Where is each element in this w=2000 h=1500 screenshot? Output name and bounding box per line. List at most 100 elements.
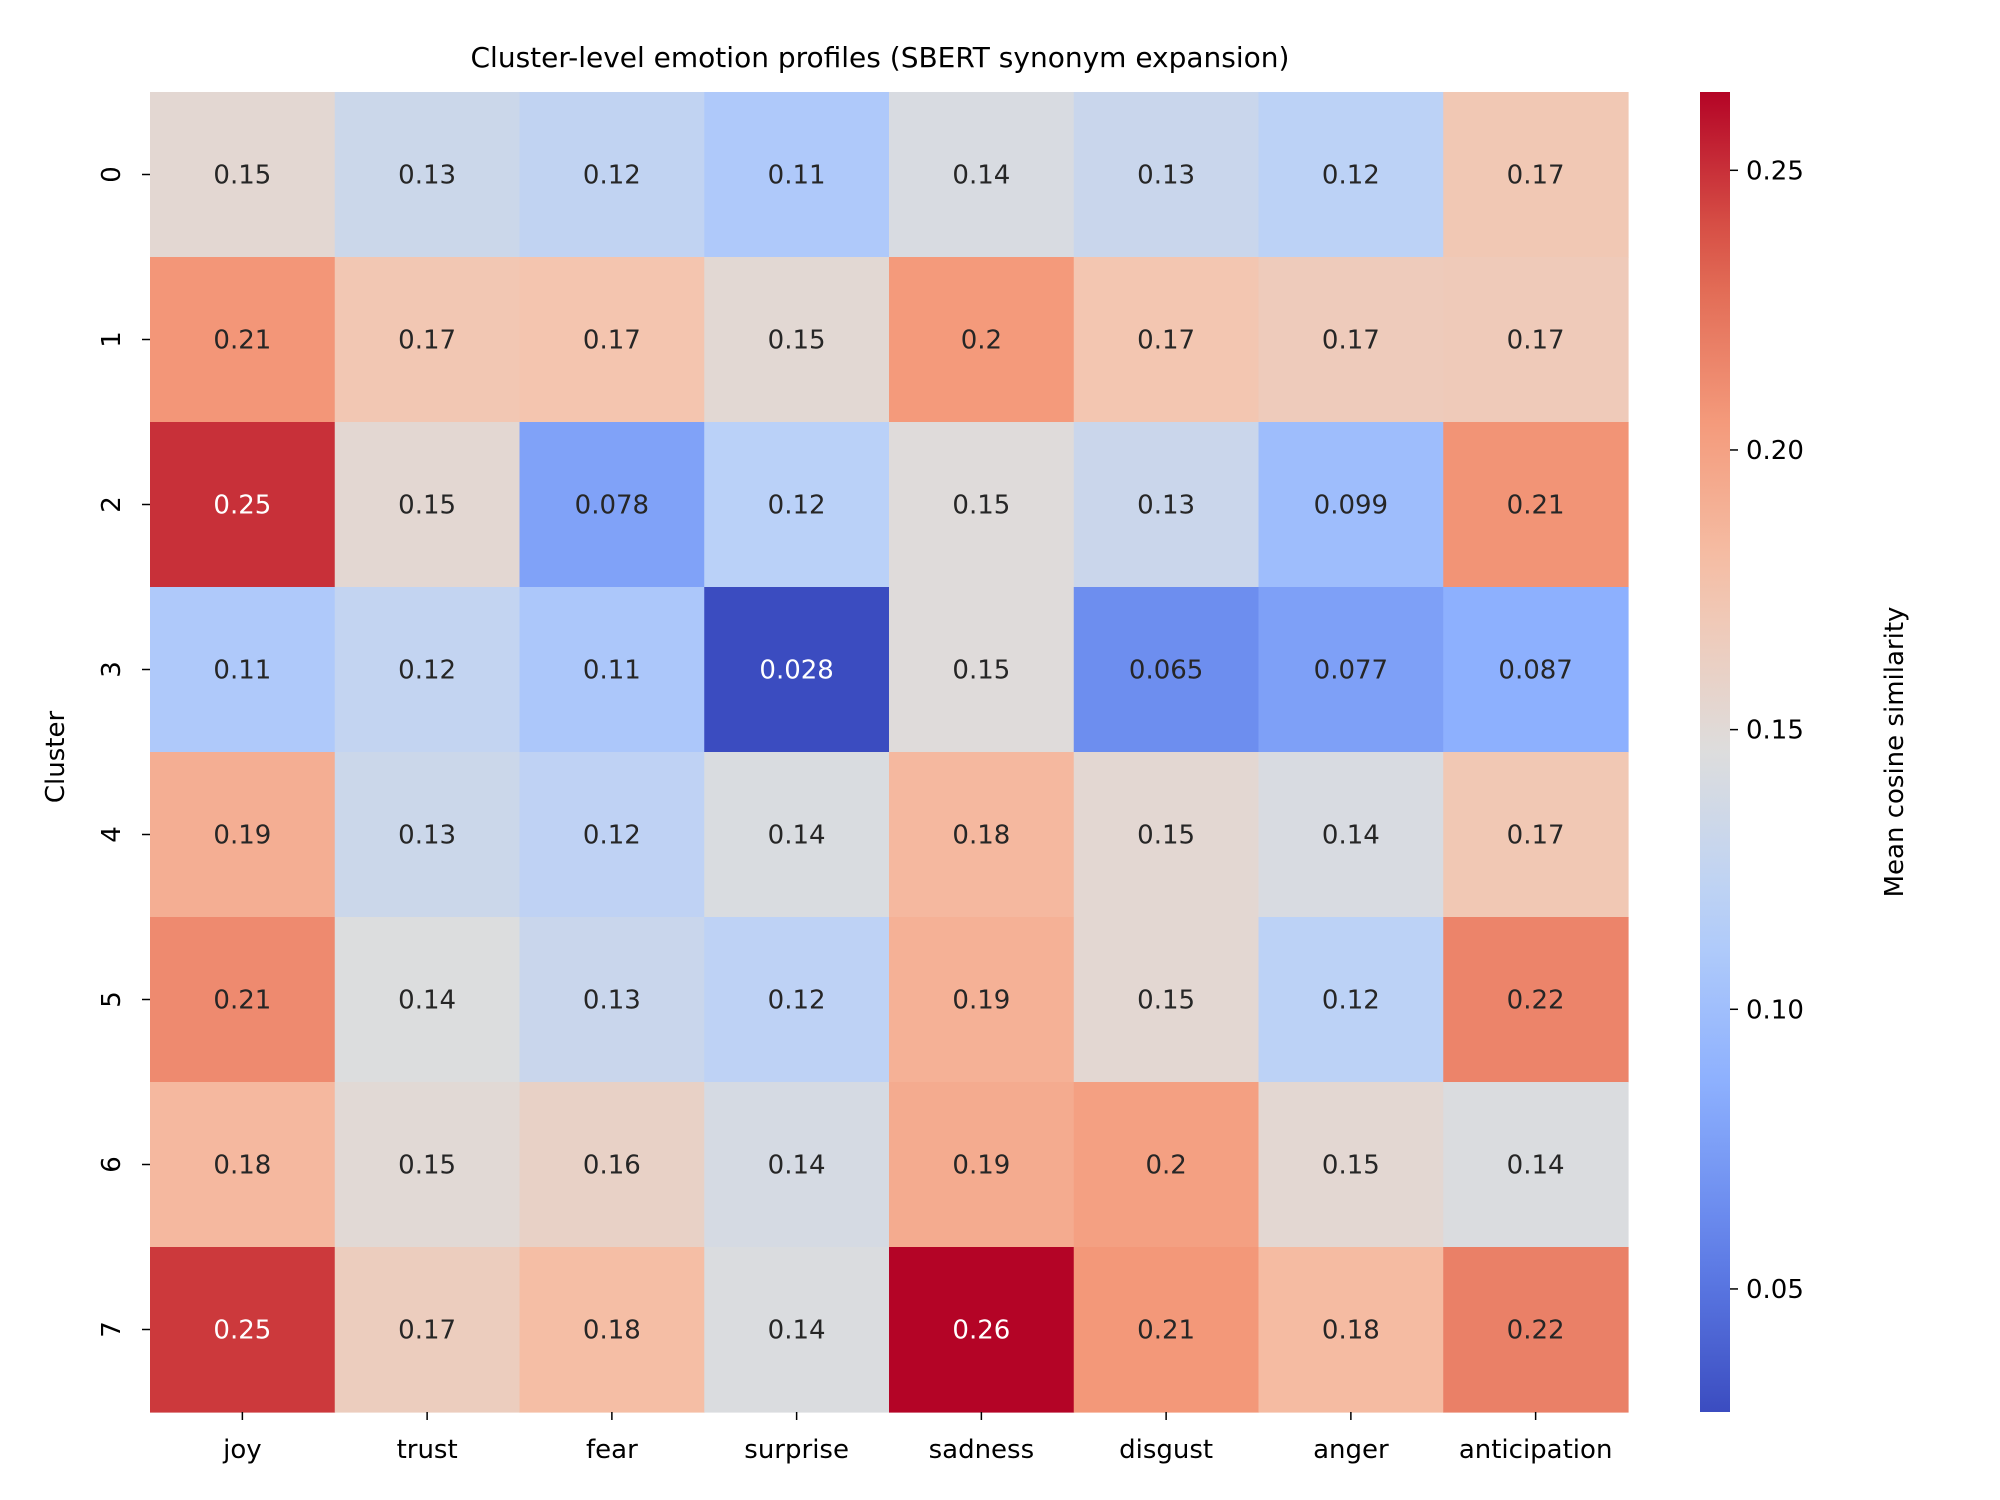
cell-value-label: 0.17	[583, 326, 641, 356]
y-axis-ticks: 0 1 2 3 4 5 6 7	[97, 166, 150, 1338]
cell-value-label: 0.14	[1507, 1151, 1565, 1181]
cell-value-label: 0.14	[768, 1151, 826, 1181]
cell-value-label: 0.25	[213, 1316, 271, 1346]
heatmap-cell-r4-surprise	[704, 752, 890, 918]
y-tick-label: 5	[97, 991, 127, 1008]
heatmap-cell-r0-disgust	[1073, 92, 1260, 258]
cell-value-label: 0.12	[583, 821, 641, 851]
heatmap-cell-r0-anger	[1258, 92, 1444, 258]
cell-value-label: 0.12	[398, 656, 456, 686]
cell-value-label: 0.17	[1137, 326, 1195, 356]
heatmap-cell-r5-joy	[150, 917, 336, 1083]
heatmap-cell-r1-surprise	[704, 257, 890, 423]
y-tick-label: 1	[97, 331, 127, 348]
cell-value-label: 0.15	[213, 161, 271, 191]
cell-value-label: 0.21	[213, 986, 271, 1016]
heatmap-cell-r2-trust	[334, 422, 521, 588]
cell-value-label: 0.12	[583, 161, 641, 191]
cell-value-label: 0.19	[952, 1151, 1010, 1181]
cell-value-label: 0.15	[952, 656, 1010, 686]
heatmap-cell-r2-joy	[150, 422, 336, 588]
cell-value-label: 0.17	[1507, 821, 1565, 851]
heatmap-cell-r6-fear	[519, 1082, 705, 1248]
x-tick-label: joy	[222, 1435, 262, 1465]
cell-value-label: 0.087	[1498, 656, 1572, 686]
chart-title: Cluster-level emotion profiles (SBERT sy…	[471, 41, 1290, 74]
heatmap-cell-r1-disgust	[1073, 257, 1260, 423]
cell-value-label: 0.13	[1137, 491, 1195, 521]
heatmap-cell-r5-trust	[334, 917, 521, 1083]
y-tick-label: 3	[97, 661, 127, 678]
cell-value-label: 0.13	[583, 986, 641, 1016]
heatmap-cell-r2-anger	[1258, 422, 1444, 588]
cell-value-label: 0.18	[583, 1316, 641, 1346]
heatmap-cell-r0-joy	[150, 92, 336, 258]
heatmap-cell-r1-joy	[150, 257, 336, 423]
colorbar-ticks: 0.05 0.10 0.15 0.20 0.25	[1730, 156, 1804, 1305]
heatmap-cell-r5-anger	[1258, 917, 1444, 1083]
heatmap-cell-r3-joy	[150, 587, 336, 753]
y-tick-label: 4	[97, 826, 127, 843]
cell-value-label: 0.25	[213, 491, 271, 521]
heatmap-cell-r4-anger	[1258, 752, 1444, 918]
cell-value-label: 0.18	[952, 821, 1010, 851]
cell-value-label: 0.15	[398, 491, 456, 521]
x-tick-label: surprise	[744, 1435, 849, 1465]
heatmap-cell-r6-surprise	[704, 1082, 890, 1248]
cell-value-label: 0.22	[1507, 1316, 1565, 1346]
colorbar-tick-label: 0.25	[1746, 156, 1804, 186]
cell-value-label: 0.15	[398, 1151, 456, 1181]
heatmap-cell-r3-surprise	[704, 587, 890, 753]
cell-value-label: 0.19	[952, 986, 1010, 1016]
cell-value-label: 0.11	[768, 161, 826, 191]
y-tick-label: 6	[97, 1156, 127, 1173]
cell-value-label: 0.2	[1145, 1151, 1186, 1181]
cell-value-label: 0.14	[768, 821, 826, 851]
heatmap-cell-r3-fear	[519, 587, 705, 753]
x-tick-label: fear	[586, 1435, 638, 1465]
heatmap-cell-r7-joy	[150, 1247, 336, 1413]
y-axis-label: Cluster	[41, 711, 71, 804]
heatmap-cell-r7-sadness	[889, 1247, 1075, 1413]
cell-value-label: 0.14	[398, 986, 456, 1016]
heatmap-cell-r7-anger	[1258, 1247, 1444, 1413]
cell-value-label: 0.099	[1314, 491, 1388, 521]
heatmap-cells: 0.15 0.13 0.12 0.11 0.14 0.13 0.12 0.17 0.21 0.17…	[150, 92, 1629, 1413]
colorbar	[1700, 92, 1730, 1412]
cell-value-label: 0.2	[961, 326, 1002, 356]
cell-value-label: 0.14	[1322, 821, 1380, 851]
heatmap-cell-r0-fear	[519, 92, 705, 258]
heatmap-cell-r5-sadness	[889, 917, 1075, 1083]
x-tick-label: anger	[1313, 1435, 1389, 1465]
cell-value-label: 0.12	[1322, 986, 1380, 1016]
heatmap-cell-r2-disgust	[1073, 422, 1260, 588]
cell-value-label: 0.22	[1507, 986, 1565, 1016]
cell-value-label: 0.17	[398, 326, 456, 356]
heatmap-cell-r6-trust	[334, 1082, 521, 1248]
heatmap-cell-r2-sadness	[889, 422, 1075, 588]
heatmap-cell-r7-disgust	[1073, 1247, 1260, 1413]
colorbar-tick-label: 0.20	[1746, 436, 1804, 466]
cell-value-label: 0.26	[952, 1316, 1010, 1346]
heatmap-cell-r6-anticipation	[1443, 1082, 1629, 1248]
y-tick-label: 2	[97, 496, 127, 513]
heatmap-cell-r5-surprise	[704, 917, 890, 1083]
heatmap-cell-r2-surprise	[704, 422, 890, 588]
heatmap-cell-r3-anger	[1258, 587, 1444, 753]
heatmap-cell-r4-disgust	[1073, 752, 1260, 918]
heatmap-cell-r4-fear	[519, 752, 705, 918]
heatmap-cell-r7-trust	[334, 1247, 521, 1413]
cell-value-label: 0.14	[952, 161, 1010, 191]
cell-value-label: 0.15	[1137, 821, 1195, 851]
x-tick-label: anticipation	[1459, 1435, 1613, 1465]
cell-value-label: 0.12	[1322, 161, 1380, 191]
heatmap-cell-r4-sadness	[889, 752, 1075, 918]
heatmap-cell-r5-fear	[519, 917, 705, 1083]
heatmap-cell-r4-joy	[150, 752, 336, 918]
cell-value-label: 0.13	[398, 161, 456, 191]
cell-value-label: 0.065	[1129, 656, 1203, 686]
heatmap-cell-r6-disgust	[1073, 1082, 1260, 1248]
heatmap-cell-r3-disgust	[1073, 587, 1260, 753]
x-axis-ticks: joy trust fear surprise sadness disgust anger a…	[222, 1412, 1612, 1465]
